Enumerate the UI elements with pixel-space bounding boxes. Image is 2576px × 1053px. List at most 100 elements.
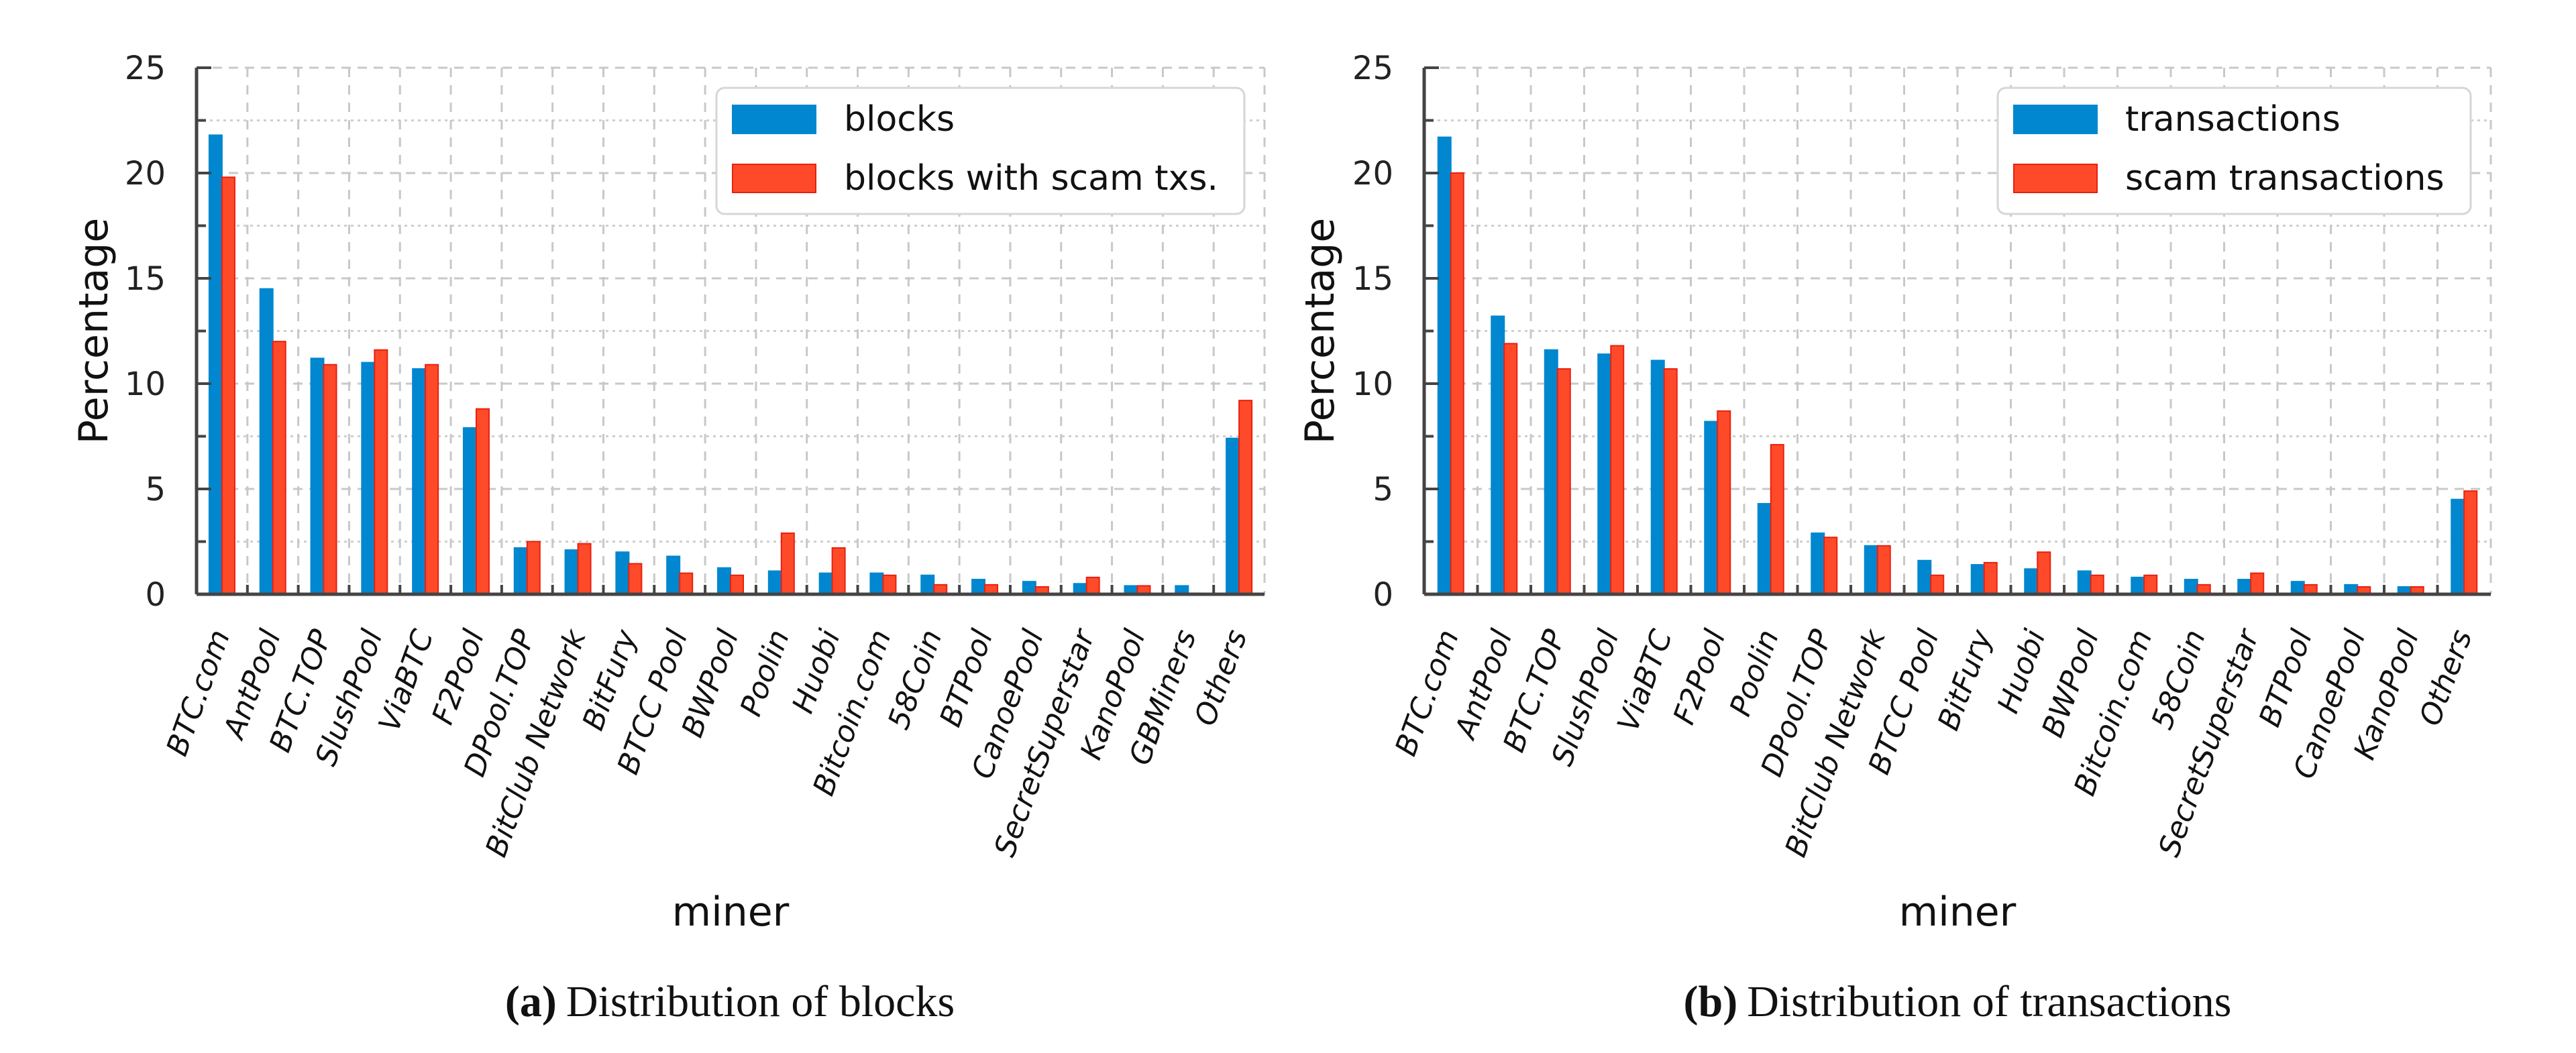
bar-series2-btc-top [323, 364, 337, 595]
legend-box [715, 87, 1246, 215]
legend-label-2: blocks with scam txs. [844, 158, 1218, 199]
bar-series2-viabtc [425, 364, 439, 595]
x-tick-label: BTC.com [1389, 625, 1466, 760]
y-tick-label: 0 [145, 576, 166, 614]
bar-series2-huobi [831, 547, 846, 595]
bar-series1-btc-com [1437, 136, 1452, 595]
bar-series2-viabtc [1663, 368, 1678, 596]
legend-swatch-1 [732, 105, 816, 134]
bar-series1-others [1226, 437, 1240, 596]
legend-label-1: blocks [844, 99, 955, 140]
legend-label-1: transactions [2125, 99, 2341, 140]
bar-series1-btcc-pool [666, 555, 681, 595]
bar-series2-others [2463, 490, 2478, 596]
bar-series1-dpool-top [1811, 532, 1825, 595]
bar-series1-antpool [259, 288, 274, 595]
bar-series2-bitcoin-com [2143, 574, 2158, 595]
bar-series2-bitcoin-com [882, 574, 897, 595]
chart-panel-transactions: 0510152025BTC.comAntPoolBTC.TOPSlushPool… [1297, 50, 2492, 1026]
y-tick-label: 25 [1352, 50, 1393, 87]
caption-label: (b) [1684, 977, 1738, 1026]
bar-series1-btc-com [208, 134, 223, 596]
bar-series1-huobi [2024, 568, 2039, 596]
bar-series2-antpool [1503, 343, 1518, 596]
legend-label-2: scam transactions [2125, 158, 2445, 199]
y-tick-label: 0 [1373, 576, 1393, 614]
bar-series1-bitfury [615, 551, 630, 596]
bar-series1-f2pool [1704, 421, 1719, 596]
y-tick-label: 15 [125, 260, 166, 298]
bar-series1-slushpool [1597, 353, 1612, 595]
bar-series1-btpool [971, 579, 986, 596]
y-tick-label: 5 [1373, 471, 1393, 508]
caption-label: (a) [505, 977, 557, 1026]
bar-series2-slushpool [1610, 345, 1625, 595]
bar-series2-poolin [1770, 444, 1784, 595]
y-tick-label: 20 [1352, 155, 1393, 192]
bar-series1-bitfury [1970, 564, 1985, 595]
bar-series2-f2pool [1717, 410, 1731, 595]
legend-box [1996, 87, 2472, 215]
bar-series2-btc-top [1556, 368, 1571, 596]
y-axis-title: Percentage [70, 218, 117, 445]
bar-series1-slushpool [361, 362, 376, 595]
bar-series1-btcc-pool [1917, 559, 1932, 596]
legend-swatch-2 [2013, 164, 2098, 193]
bar-series2-secretsuperstar [2250, 572, 2265, 595]
bar-series1-bwpool [2077, 570, 2092, 596]
bar-series2-f2pool [475, 408, 490, 595]
bar-series2-bwpool [730, 574, 744, 595]
bar-series1-poolin [1757, 502, 1772, 595]
bar-series2-poolin [780, 532, 795, 595]
x-tick-label: Huobi [1991, 625, 2053, 718]
bar-series2-bitfury [1983, 561, 1998, 596]
bar-series2-bitfury [628, 563, 643, 595]
caption-text: Distribution of blocks [566, 977, 955, 1026]
y-tick-label: 5 [145, 471, 166, 508]
legend: transactions scam transactions [1996, 87, 2472, 215]
figure-caption: (a) Distribution of blocks [505, 977, 955, 1026]
figure-caption: (b) Distribution of transactions [1684, 977, 2232, 1026]
bar-series1-antpool [1491, 315, 1505, 595]
y-tick-label: 10 [1352, 366, 1393, 403]
bar-series2-dpool-top [1823, 537, 1838, 595]
bar-series1-viabtc [412, 368, 427, 596]
bar-series1-poolin [767, 570, 782, 596]
bar-series1-bitclub-network [564, 549, 579, 595]
bar-series1-btpool [2290, 581, 2305, 595]
y-tick-label: 25 [125, 50, 166, 87]
bar-series2-dpool-top [526, 541, 541, 595]
bar-series1-58coin [2184, 579, 2198, 596]
bar-series1-bitcoin-com [869, 572, 884, 595]
y-tick-label: 10 [125, 366, 166, 403]
bar-series2-btc-com [1450, 172, 1464, 595]
bar-series1-btc-top [310, 357, 325, 595]
y-tick-label: 15 [1352, 260, 1393, 298]
bar-series2-huobi [2037, 551, 2051, 596]
bar-series2-bitclub-network [1876, 545, 1891, 596]
bar-series2-btcc-pool [679, 572, 694, 595]
x-tick-label: Poolin [1723, 625, 1786, 720]
bar-series2-bwpool [2090, 574, 2104, 595]
x-axis-title: miner [1899, 889, 2017, 936]
bar-series2-slushpool [374, 349, 388, 595]
caption-text: Distribution of transactions [1747, 977, 2231, 1026]
bar-series2-antpool [272, 341, 286, 595]
x-axis-title: miner [672, 889, 790, 936]
bar-series1-dpool-top [513, 547, 528, 595]
bar-series1-btc-top [1544, 349, 1558, 595]
bar-series2-bitclub-network [577, 543, 592, 596]
bar-series2-btcc-pool [1930, 574, 1945, 595]
bar-series1-secretsuperstar [2237, 579, 2252, 596]
bar-series1-others [2451, 498, 2465, 596]
x-tick-label: BTC.com [160, 625, 237, 760]
bar-series1-bitcoin-com [2131, 576, 2145, 596]
bar-series1-bitclub-network [1864, 545, 1878, 596]
legend-swatch-2 [732, 164, 816, 193]
bar-series1-f2pool [462, 427, 477, 595]
bar-series1-canoepool [1022, 581, 1036, 595]
bar-series2-btc-com [221, 176, 235, 595]
bar-series1-58coin [920, 574, 935, 595]
bar-series2-others [1238, 400, 1253, 595]
chart-panel-blocks: 0510152025BTC.comAntPoolBTC.TOPSlushPool… [70, 50, 1266, 1026]
